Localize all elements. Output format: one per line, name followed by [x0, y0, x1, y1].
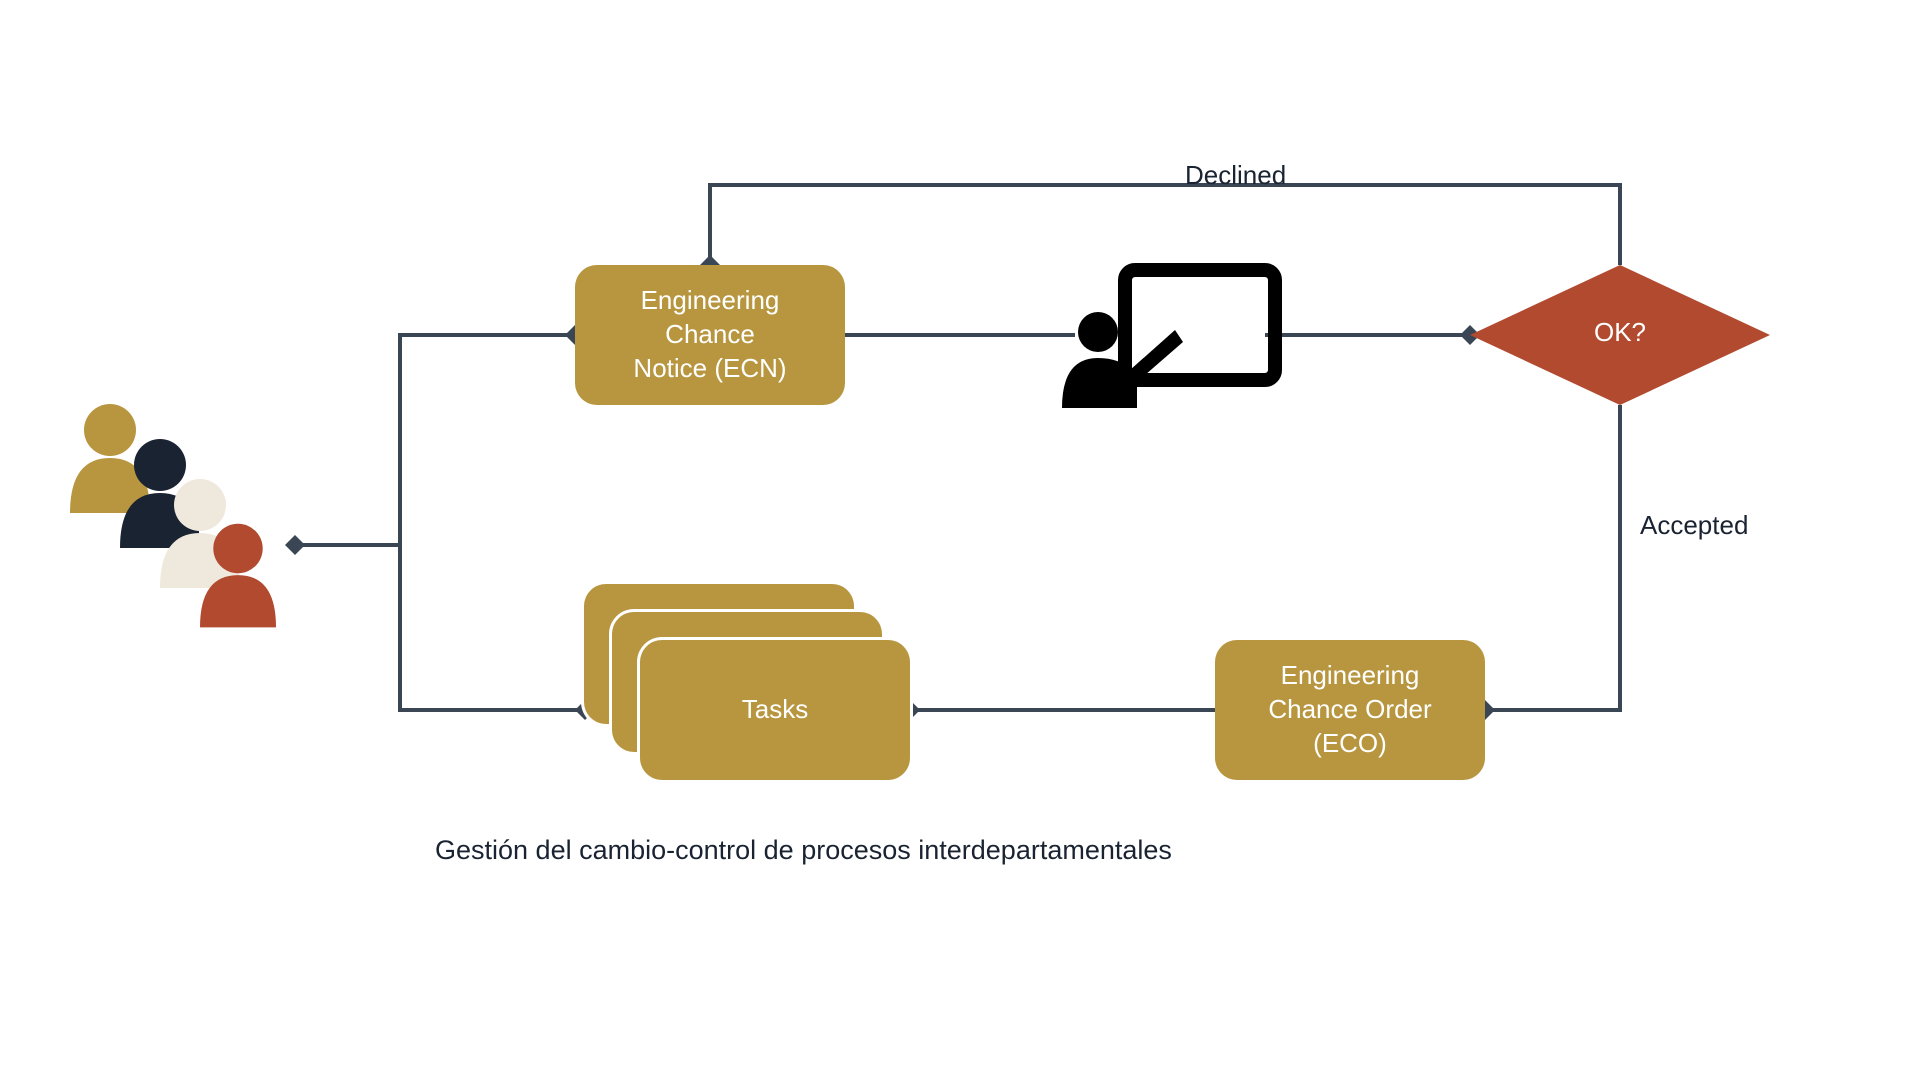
ecn-node: EngineeringChanceNotice (ECN) [575, 265, 845, 405]
eco-node: EngineeringChance Order(ECO) [1215, 640, 1485, 780]
people-icon [0, 0, 1920, 1080]
eco-label: EngineeringChance Order(ECO) [1268, 659, 1431, 760]
accepted-label: Accepted [1640, 510, 1748, 541]
diagram-canvas: EngineeringChanceNotice (ECN) Tasks Engi… [0, 0, 1920, 1080]
ecn-label: EngineeringChanceNotice (ECN) [633, 284, 786, 385]
presentation-icon [0, 0, 1920, 1080]
caption-text: Gestión del cambio-control de procesos i… [435, 835, 1172, 866]
tasks-label: Tasks [742, 693, 808, 727]
declined-label: Declined [1185, 160, 1286, 191]
decision-diamond [0, 0, 1920, 1080]
tasks-node: Tasks [640, 640, 910, 780]
edges-layer [0, 0, 1920, 1080]
decision-label: OK? [1570, 317, 1670, 348]
